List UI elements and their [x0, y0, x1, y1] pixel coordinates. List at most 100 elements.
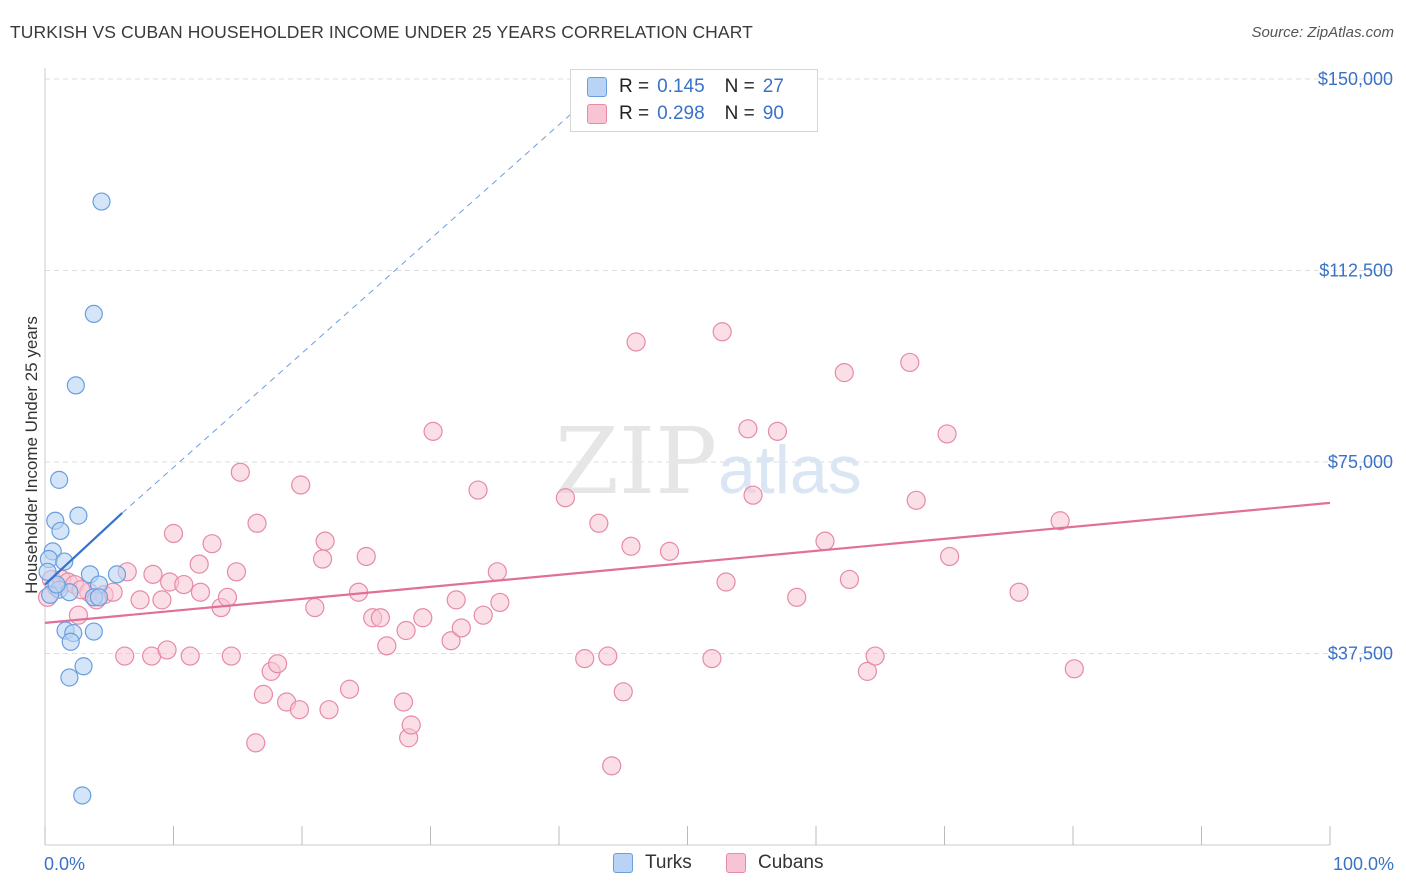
cubans-point-54[interactable] — [441, 631, 461, 651]
cubans-point-88[interactable] — [1064, 659, 1084, 679]
turks-point-6[interactable] — [51, 521, 70, 541]
cubans-point-31[interactable] — [247, 513, 267, 533]
cubans-point-19[interactable] — [163, 523, 184, 544]
correlation-legend: R = 0.145 N = 27 R = 0.298 N = 90 — [570, 69, 818, 132]
turks-point-20[interactable] — [84, 622, 103, 641]
turks-point-3[interactable] — [50, 470, 69, 489]
cubans-point-57[interactable] — [468, 480, 488, 500]
cubans-point-13[interactable] — [130, 590, 150, 610]
cubans-point-82[interactable] — [900, 352, 920, 373]
turks-point-12[interactable] — [107, 565, 127, 584]
turks-point-22[interactable] — [74, 657, 93, 676]
cubans-point-15[interactable] — [143, 564, 163, 584]
y-tick-label-2: $112,500 — [1319, 261, 1393, 281]
cubans-point-61[interactable] — [555, 488, 576, 508]
turks-point-23[interactable] — [60, 668, 79, 687]
cubans-point-78[interactable] — [834, 363, 854, 383]
cubans-point-39[interactable] — [312, 549, 333, 569]
turks-swatch — [587, 77, 607, 97]
series-legend: Turks Cubans — [0, 852, 1406, 876]
n-value-cubans: 90 — [762, 103, 784, 124]
legend-item-turks[interactable]: Turks — [613, 852, 692, 874]
cubans-point-48[interactable] — [393, 692, 414, 712]
turks-point-5[interactable] — [69, 506, 88, 525]
cubans-point-46[interactable] — [370, 608, 390, 628]
turks-point-0[interactable] — [92, 192, 111, 211]
cubans-point-76[interactable] — [787, 587, 807, 607]
cubans-point-17[interactable] — [157, 640, 177, 660]
cubans-point-87[interactable] — [1050, 511, 1070, 531]
legend-row-turks: R = 0.145 N = 27 — [587, 75, 784, 99]
turks-point-1[interactable] — [84, 304, 103, 324]
cubans-point-6[interactable] — [68, 605, 89, 625]
cubans-point-62[interactable] — [575, 649, 595, 669]
cubans-point-80[interactable] — [857, 661, 878, 681]
cubans-point-42[interactable] — [339, 679, 360, 699]
cubans-point-71[interactable] — [712, 322, 732, 342]
cubans-point-32[interactable] — [253, 684, 274, 704]
cubans-point-60[interactable] — [490, 592, 510, 613]
turks-point-24[interactable] — [73, 786, 92, 805]
cubans-point-56[interactable] — [451, 618, 471, 638]
cubans-point-73[interactable] — [738, 419, 758, 439]
cubans-point-77[interactable] — [815, 531, 835, 551]
cubans-point-30[interactable] — [246, 733, 266, 753]
y-tick-label-3: $150,000 — [1318, 69, 1393, 89]
turks-point-17[interactable] — [89, 588, 109, 607]
cubans-point-70[interactable] — [702, 649, 722, 669]
cubans-point-67[interactable] — [621, 536, 641, 556]
cubans-point-21[interactable] — [180, 646, 200, 666]
turks-point-26[interactable] — [47, 575, 66, 594]
cubans-point-66[interactable] — [613, 682, 633, 702]
cubans-point-84[interactable] — [937, 424, 957, 444]
r-value-turks: 0.145 — [657, 76, 705, 97]
cubans-point-53[interactable] — [423, 421, 443, 441]
cubans-point-23[interactable] — [189, 554, 209, 574]
cubans-point-52[interactable] — [413, 608, 433, 628]
cubans-point-49[interactable] — [396, 620, 416, 641]
cubans-point-28[interactable] — [226, 562, 247, 582]
cubans-point-72[interactable] — [716, 572, 736, 592]
cubans-point-85[interactable] — [940, 546, 960, 567]
cubans-point-68[interactable] — [626, 332, 646, 352]
cubans-point-63[interactable] — [589, 513, 609, 533]
r-value-cubans: 0.298 — [657, 103, 705, 124]
turks-point-9[interactable] — [55, 552, 74, 571]
cubans-point-22[interactable] — [190, 582, 211, 602]
cubans-point-65[interactable] — [602, 756, 622, 776]
cubans-point-16[interactable] — [152, 590, 172, 610]
cubans-point-40[interactable] — [315, 531, 335, 551]
cubans-point-86[interactable] — [1009, 582, 1029, 602]
cubans-point-12[interactable] — [115, 646, 135, 666]
turks-point-2[interactable] — [66, 376, 85, 395]
cubans-point-37[interactable] — [291, 475, 311, 495]
cubans-point-59[interactable] — [487, 562, 507, 582]
cubans-point-74[interactable] — [743, 485, 763, 505]
cubans-point-26[interactable] — [217, 587, 238, 607]
cubans-point-81[interactable] — [865, 646, 885, 666]
cubans-point-83[interactable] — [906, 490, 926, 510]
cubans-point-38[interactable] — [305, 597, 325, 618]
cubans-point-20[interactable] — [174, 574, 194, 595]
cubans-point-44[interactable] — [356, 546, 376, 567]
cubans-point-27[interactable] — [221, 646, 241, 666]
cubans-point-55[interactable] — [446, 590, 466, 610]
cubans-point-69[interactable] — [659, 541, 680, 561]
cubans-point-36[interactable] — [289, 700, 310, 720]
cubans-point-34[interactable] — [267, 654, 288, 674]
cubans-point-41[interactable] — [319, 700, 339, 720]
x-tick-label-max: 100.0% — [1333, 854, 1394, 874]
cubans-point-58[interactable] — [473, 605, 493, 625]
cubans-point-64[interactable] — [598, 646, 618, 666]
cubans-point-29[interactable] — [230, 462, 250, 482]
cubans-point-51[interactable] — [401, 715, 421, 735]
turks-point-21[interactable] — [61, 632, 80, 651]
cubans-point-75[interactable] — [767, 421, 788, 441]
cubans-point-47[interactable] — [377, 636, 397, 656]
cubans-point-79[interactable] — [839, 569, 860, 590]
turks-point-10[interactable] — [38, 562, 57, 581]
legend-item-cubans[interactable]: Cubans — [726, 852, 824, 874]
cubans-point-24[interactable] — [202, 534, 222, 554]
cubans-swatch — [726, 853, 746, 873]
